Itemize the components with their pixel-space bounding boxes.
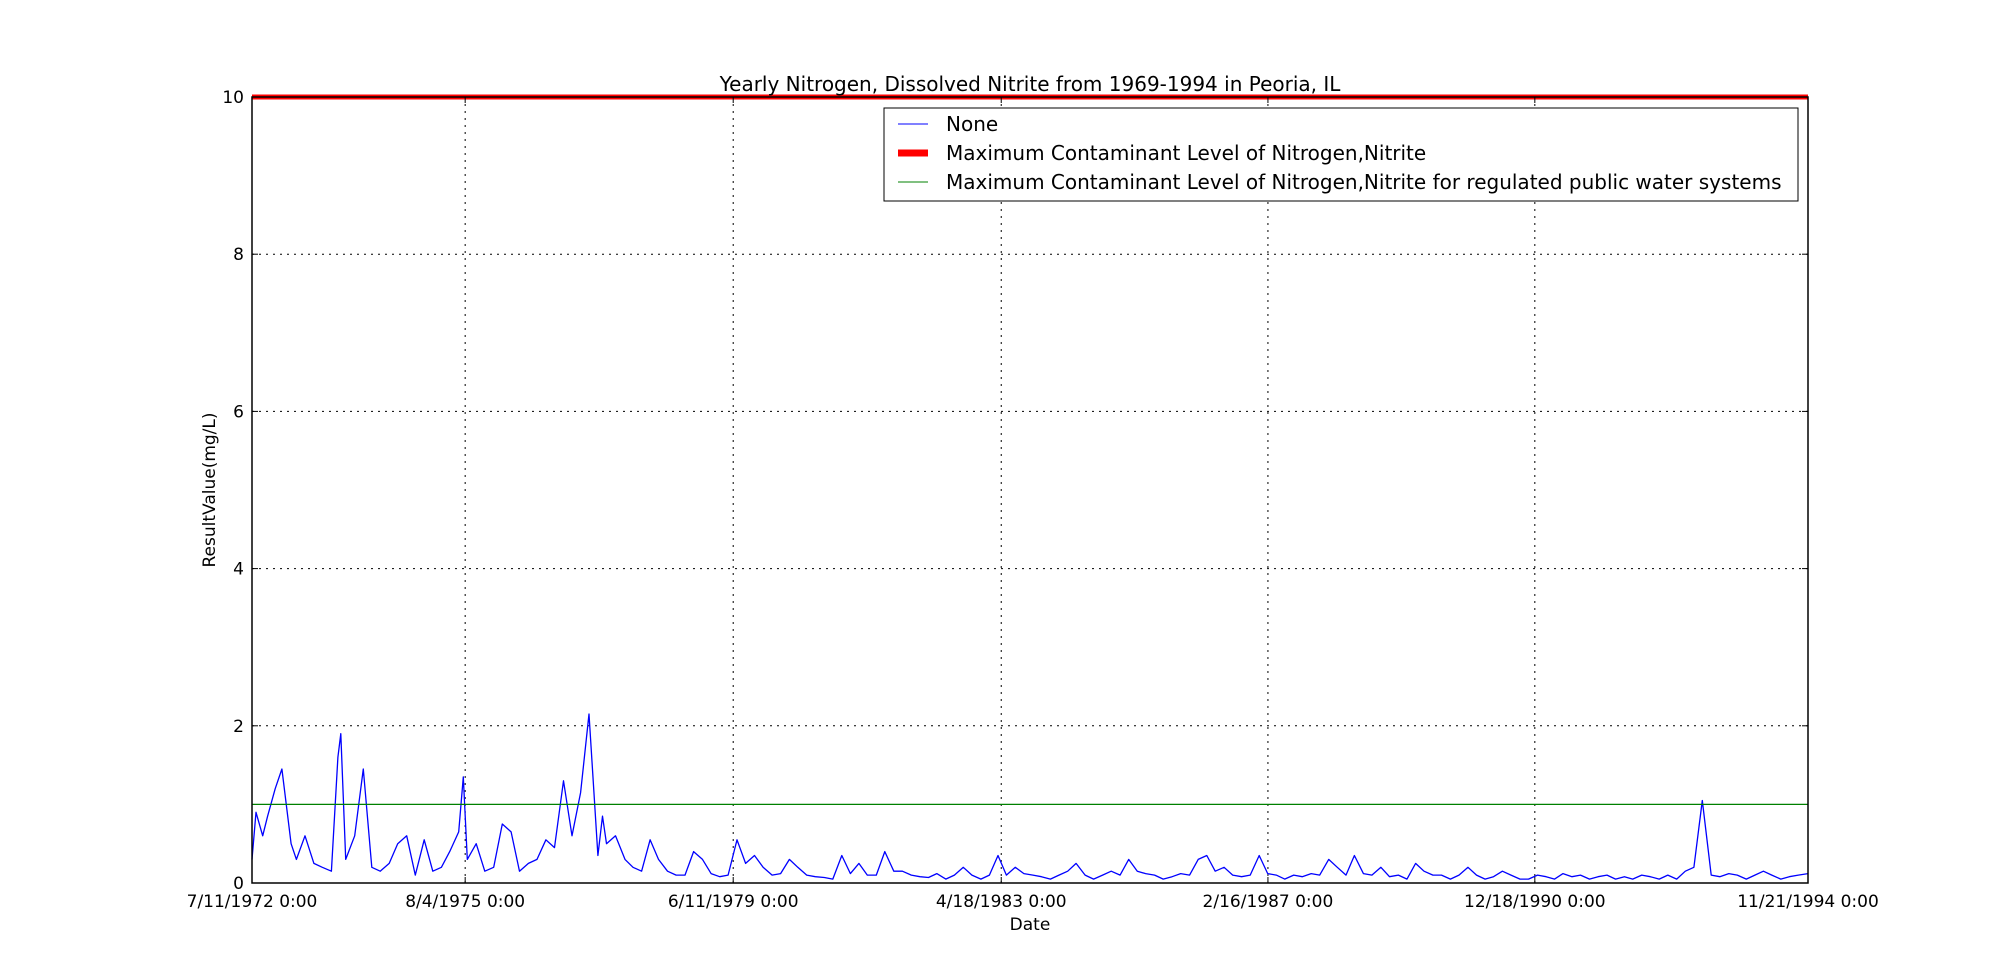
plot-frame [251,96,1809,884]
legend-label-series-1: None [946,112,998,136]
x-tick-label: 4/18/1983 0:00 [936,892,1067,912]
y-tick-label: 2 [233,717,244,737]
x-tick-label: 12/18/1990 0:00 [1464,892,1606,912]
series-line-1 [251,713,1809,880]
legend-label-series-2: Maximum Contaminant Level of Nitrogen,Ni… [946,141,1426,165]
legend-box [883,107,1799,202]
y-tick-label: 0 [233,874,244,894]
ticks: 7/11/1972 0:00 8/4/1975 0:00 6/11/1979 0:0… [187,88,1879,912]
chart-title: Yearly Nitrogen, Dissolved Nitrite from … [719,72,1342,96]
x-axis-label: Date [1010,915,1051,935]
grid [252,97,1808,883]
x-tick-label: 7/11/1972 0:00 [187,892,318,912]
y-tick-label: 10 [222,88,244,108]
y-axis-label: ResultValue(mg/L) [200,412,220,567]
series-layer [251,94,1809,880]
x-tick-label: 8/4/1975 0:00 [405,892,525,912]
x-tick-label: 2/16/1987 0:00 [1203,892,1334,912]
x-tick-label: 6/11/1979 0:00 [668,892,799,912]
y-tick-label: 8 [233,245,244,265]
x-tick-label: 11/21/1994 0:00 [1737,892,1879,912]
legend-label-series-3: Maximum Contaminant Level of Nitrogen,Ni… [946,170,1782,194]
y-tick-label: 6 [233,402,244,422]
legend: None Maximum Contaminant Level of Nitrog… [883,107,1799,202]
y-tick-label: 4 [233,560,244,580]
